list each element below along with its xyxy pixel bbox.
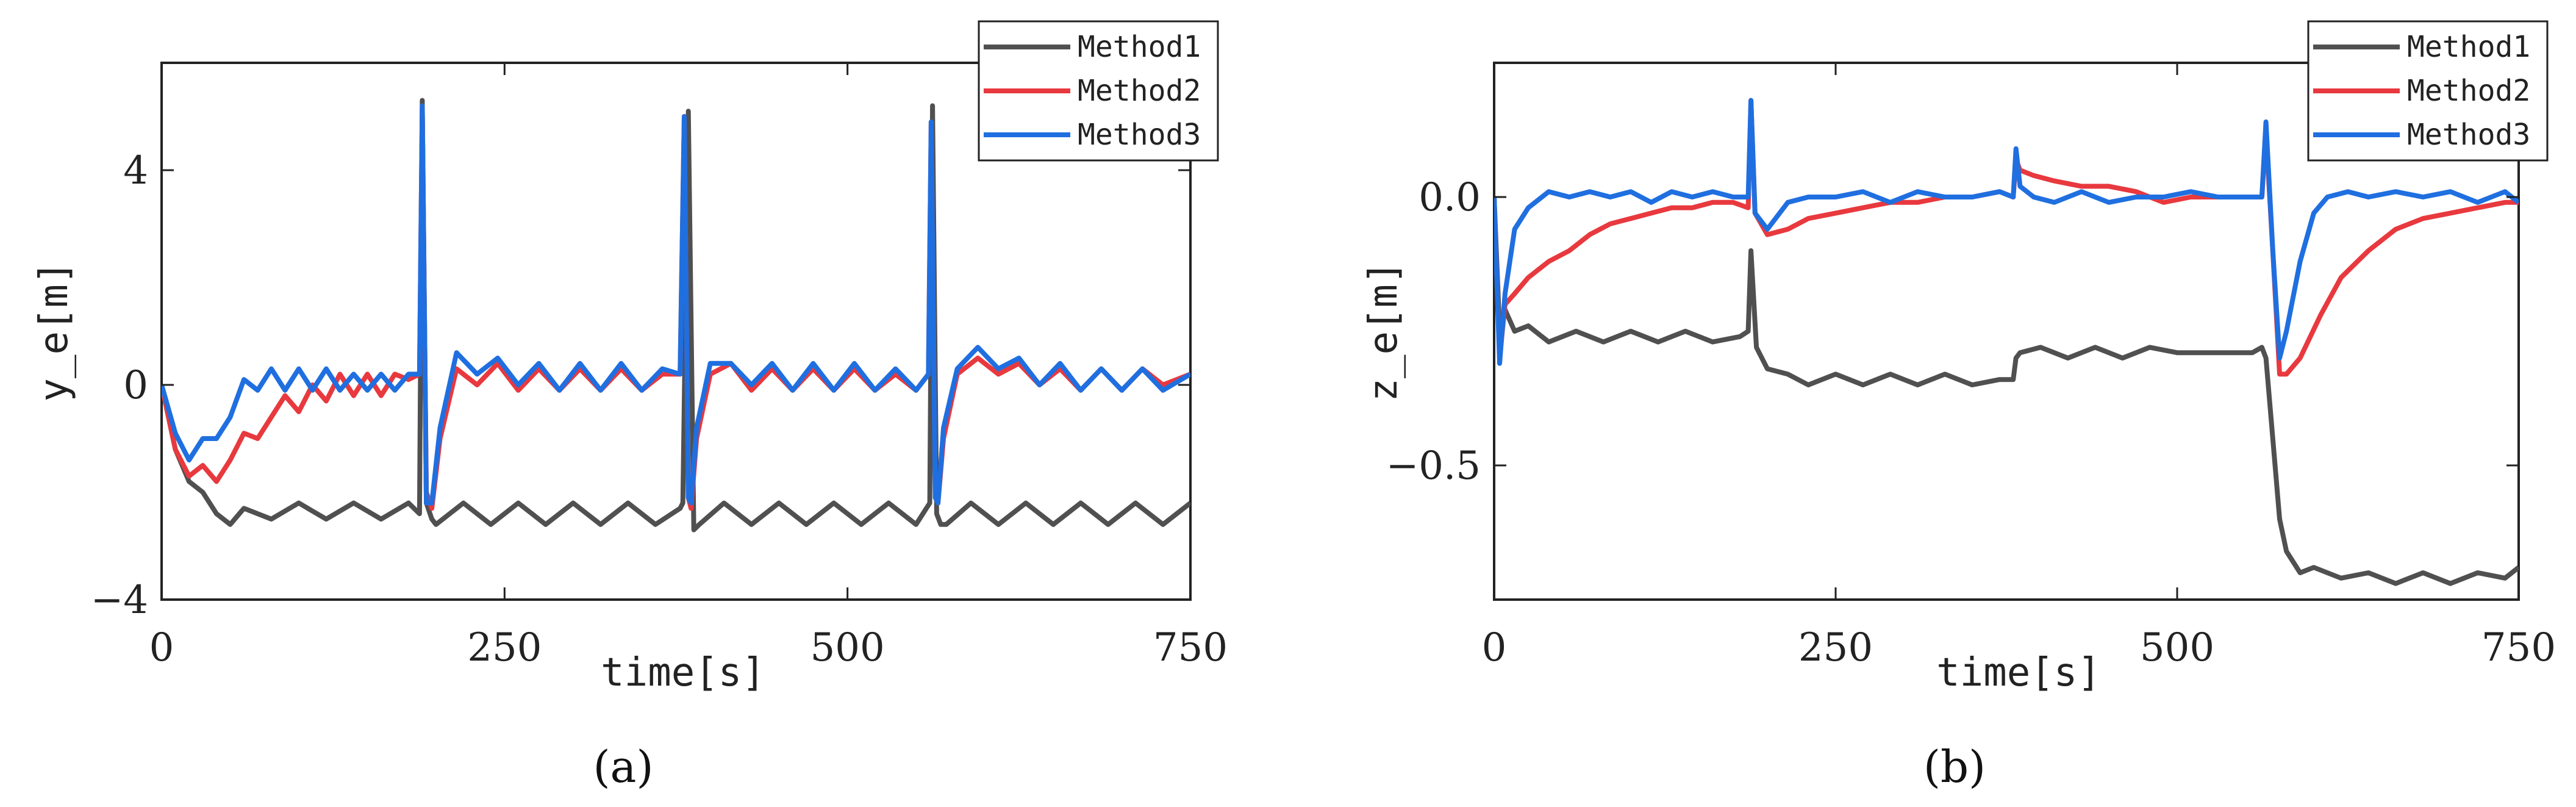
series-layer-a	[162, 98, 1190, 533]
series-line-b-method3	[1494, 98, 2519, 366]
ytick-label-a-0: −4	[91, 578, 148, 623]
series-line-a-method2	[162, 103, 1190, 511]
chart-b: 0 250 500 750 −0.5 0.0 time[s] z_e[m] Method1…	[1361, 20, 2556, 792]
ytick-label-b-0: −0.5	[1386, 443, 1481, 489]
ytick-label-b-1: 0.0	[1419, 175, 1481, 220]
legend-a: Method1 Method2 Method3	[978, 20, 1219, 162]
legend-label-a-method3: Method3	[1078, 118, 1201, 152]
panel-label-a: (a)	[593, 741, 653, 792]
xtick-label-a-3: 750	[1153, 625, 1228, 670]
series-line-b-method1	[1494, 196, 2519, 586]
plot-frame-b	[1493, 62, 2520, 601]
ylabel-a: y_e[m]	[32, 260, 77, 401]
series-line-a-method3	[162, 103, 1190, 506]
legend-label-a-method2: Method2	[1078, 74, 1201, 108]
legend-label-b-method1: Method1	[2407, 30, 2530, 64]
xlabel-b: time[s]	[1936, 650, 2101, 695]
legend-label-b-method2: Method2	[2407, 74, 2530, 108]
tick-layer-b: 0 250 500 750 −0.5 0.0	[1386, 63, 2556, 670]
xtick-label-b-0: 0	[1482, 625, 1507, 670]
xtick-label-b-2: 500	[2140, 625, 2214, 670]
xtick-label-a-2: 500	[810, 625, 885, 670]
xtick-label-b-3: 750	[2481, 625, 2556, 670]
xlabel-a: time[s]	[601, 650, 765, 695]
legend-label-a-method1: Method1	[1078, 30, 1201, 64]
chart-a: 0 250 500 750−404 time[s] y_e[m] Method1Met…	[32, 20, 1228, 792]
ytick-label-a-1: 0	[123, 363, 148, 408]
plot-frame-a	[160, 62, 1192, 601]
xtick-label-a-1: 250	[467, 625, 542, 670]
xtick-label-b-1: 250	[1798, 625, 1873, 670]
series-line-a-method1	[162, 98, 1190, 533]
ytick-label-a-2: 4	[123, 148, 148, 193]
legend-label-b-method3: Method3	[2407, 118, 2530, 152]
panel-label-b: (b)	[1923, 741, 1986, 792]
ylabel-b: z_e[m]	[1361, 260, 1406, 401]
xtick-label-a-0: 0	[149, 625, 174, 670]
series-layer-b	[1494, 98, 2519, 586]
tick-layer-a: 0 250 500 750−404	[91, 63, 1228, 670]
legend-b: Method1 Method2 Method3	[2307, 20, 2549, 162]
